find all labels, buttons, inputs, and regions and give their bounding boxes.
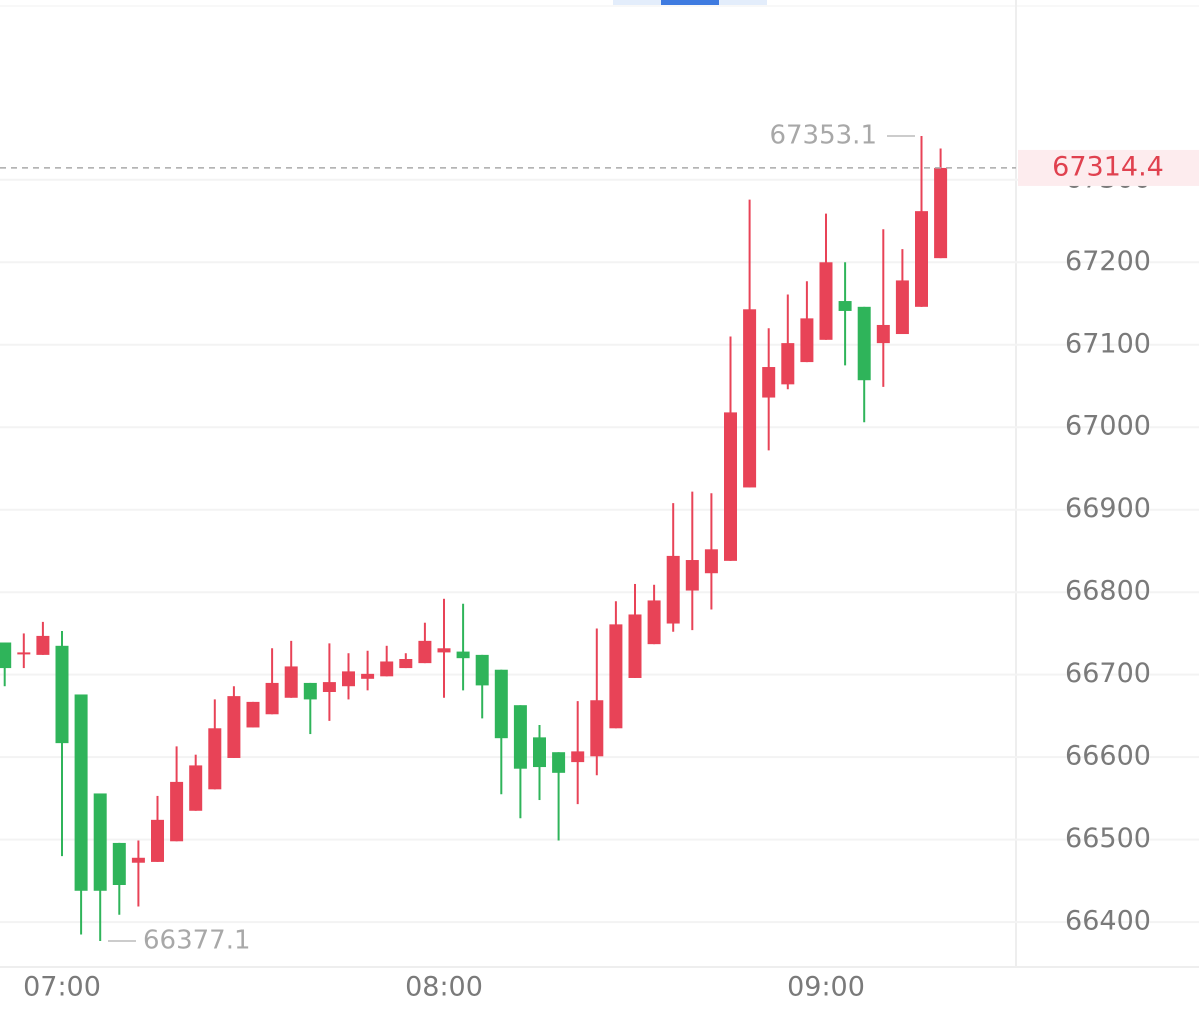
- candle-body: [915, 211, 928, 307]
- y-tick-label: 66500: [1065, 823, 1151, 854]
- candle-body: [934, 167, 948, 259]
- candle-body: [380, 661, 394, 677]
- candle-body: [284, 666, 298, 698]
- candle-body: [838, 301, 852, 311]
- last-price-label: 67314.4: [1052, 151, 1164, 182]
- candle-body: [552, 752, 566, 773]
- candle-body: [628, 614, 642, 678]
- candle-body: [0, 642, 12, 669]
- candle-body: [437, 648, 451, 653]
- y-tick-label: 66400: [1065, 906, 1151, 937]
- candle-body: [112, 842, 126, 885]
- candle-body: [418, 640, 432, 664]
- y-tick-label: 67000: [1065, 411, 1151, 442]
- candle-body: [494, 669, 508, 739]
- candles: 07:00 08:00 09:00: [0, 136, 948, 1003]
- candle-body: [876, 324, 890, 344]
- y-tick-label: 66800: [1065, 576, 1151, 607]
- candle-body: [303, 682, 317, 700]
- candle-body: [666, 555, 680, 624]
- candle-body: [609, 624, 623, 729]
- overlay: 67353.1 66377.1 67314.4: [0, 121, 1199, 955]
- candle-body: [189, 765, 203, 811]
- candle-body: [647, 600, 661, 645]
- candle-body: [781, 343, 795, 385]
- candle-body: [704, 549, 718, 574]
- candle-body: [361, 673, 375, 679]
- candle-body: [456, 651, 470, 659]
- x-tick-label: 08:00: [405, 972, 483, 1003]
- candle-body: [857, 306, 871, 381]
- x-tick-label: 09:00: [787, 972, 865, 1003]
- candle-body: [533, 737, 546, 768]
- candle-body: [170, 781, 184, 842]
- high-label: 67353.1: [769, 121, 877, 151]
- candle-body: [151, 819, 164, 862]
- candle-body: [265, 682, 279, 715]
- low-label: 66377.1: [143, 925, 251, 955]
- grid: 66400 66500 66600 66700 66800 66900 67000 67100…: [0, 163, 1199, 937]
- y-tick-label: 66900: [1065, 493, 1151, 524]
- candle-body: [685, 560, 699, 591]
- tab-indicator: [661, 0, 719, 5]
- candle-body: [17, 652, 31, 655]
- candle-body: [36, 635, 50, 655]
- candle-body: [342, 671, 355, 687]
- candle-body: [322, 682, 336, 692]
- y-tick-label: 66700: [1065, 658, 1151, 689]
- candle-body: [724, 412, 737, 561]
- y-tick-label: 66600: [1065, 741, 1151, 772]
- y-tick-label: 67100: [1065, 328, 1151, 359]
- candle-body: [55, 645, 69, 744]
- x-tick-label: 07:00: [23, 972, 101, 1003]
- candle-body: [227, 696, 241, 758]
- last-price-box: [1018, 149, 1199, 186]
- candle-body: [571, 751, 585, 763]
- candle-body: [74, 694, 88, 891]
- candle-body: [246, 701, 260, 728]
- candle-body: [762, 367, 776, 398]
- candle-body: [93, 793, 107, 891]
- candle-body: [208, 728, 222, 790]
- candle-body: [475, 654, 489, 686]
- candle-body: [895, 280, 909, 335]
- candle-body: [590, 700, 604, 757]
- candle-body: [399, 659, 413, 669]
- candle-body: [819, 262, 833, 340]
- y-tick-label: 67200: [1065, 246, 1151, 277]
- candle-body: [743, 309, 757, 488]
- candle-body: [131, 857, 145, 863]
- candle-body: [513, 705, 527, 769]
- candle-body: [800, 318, 814, 363]
